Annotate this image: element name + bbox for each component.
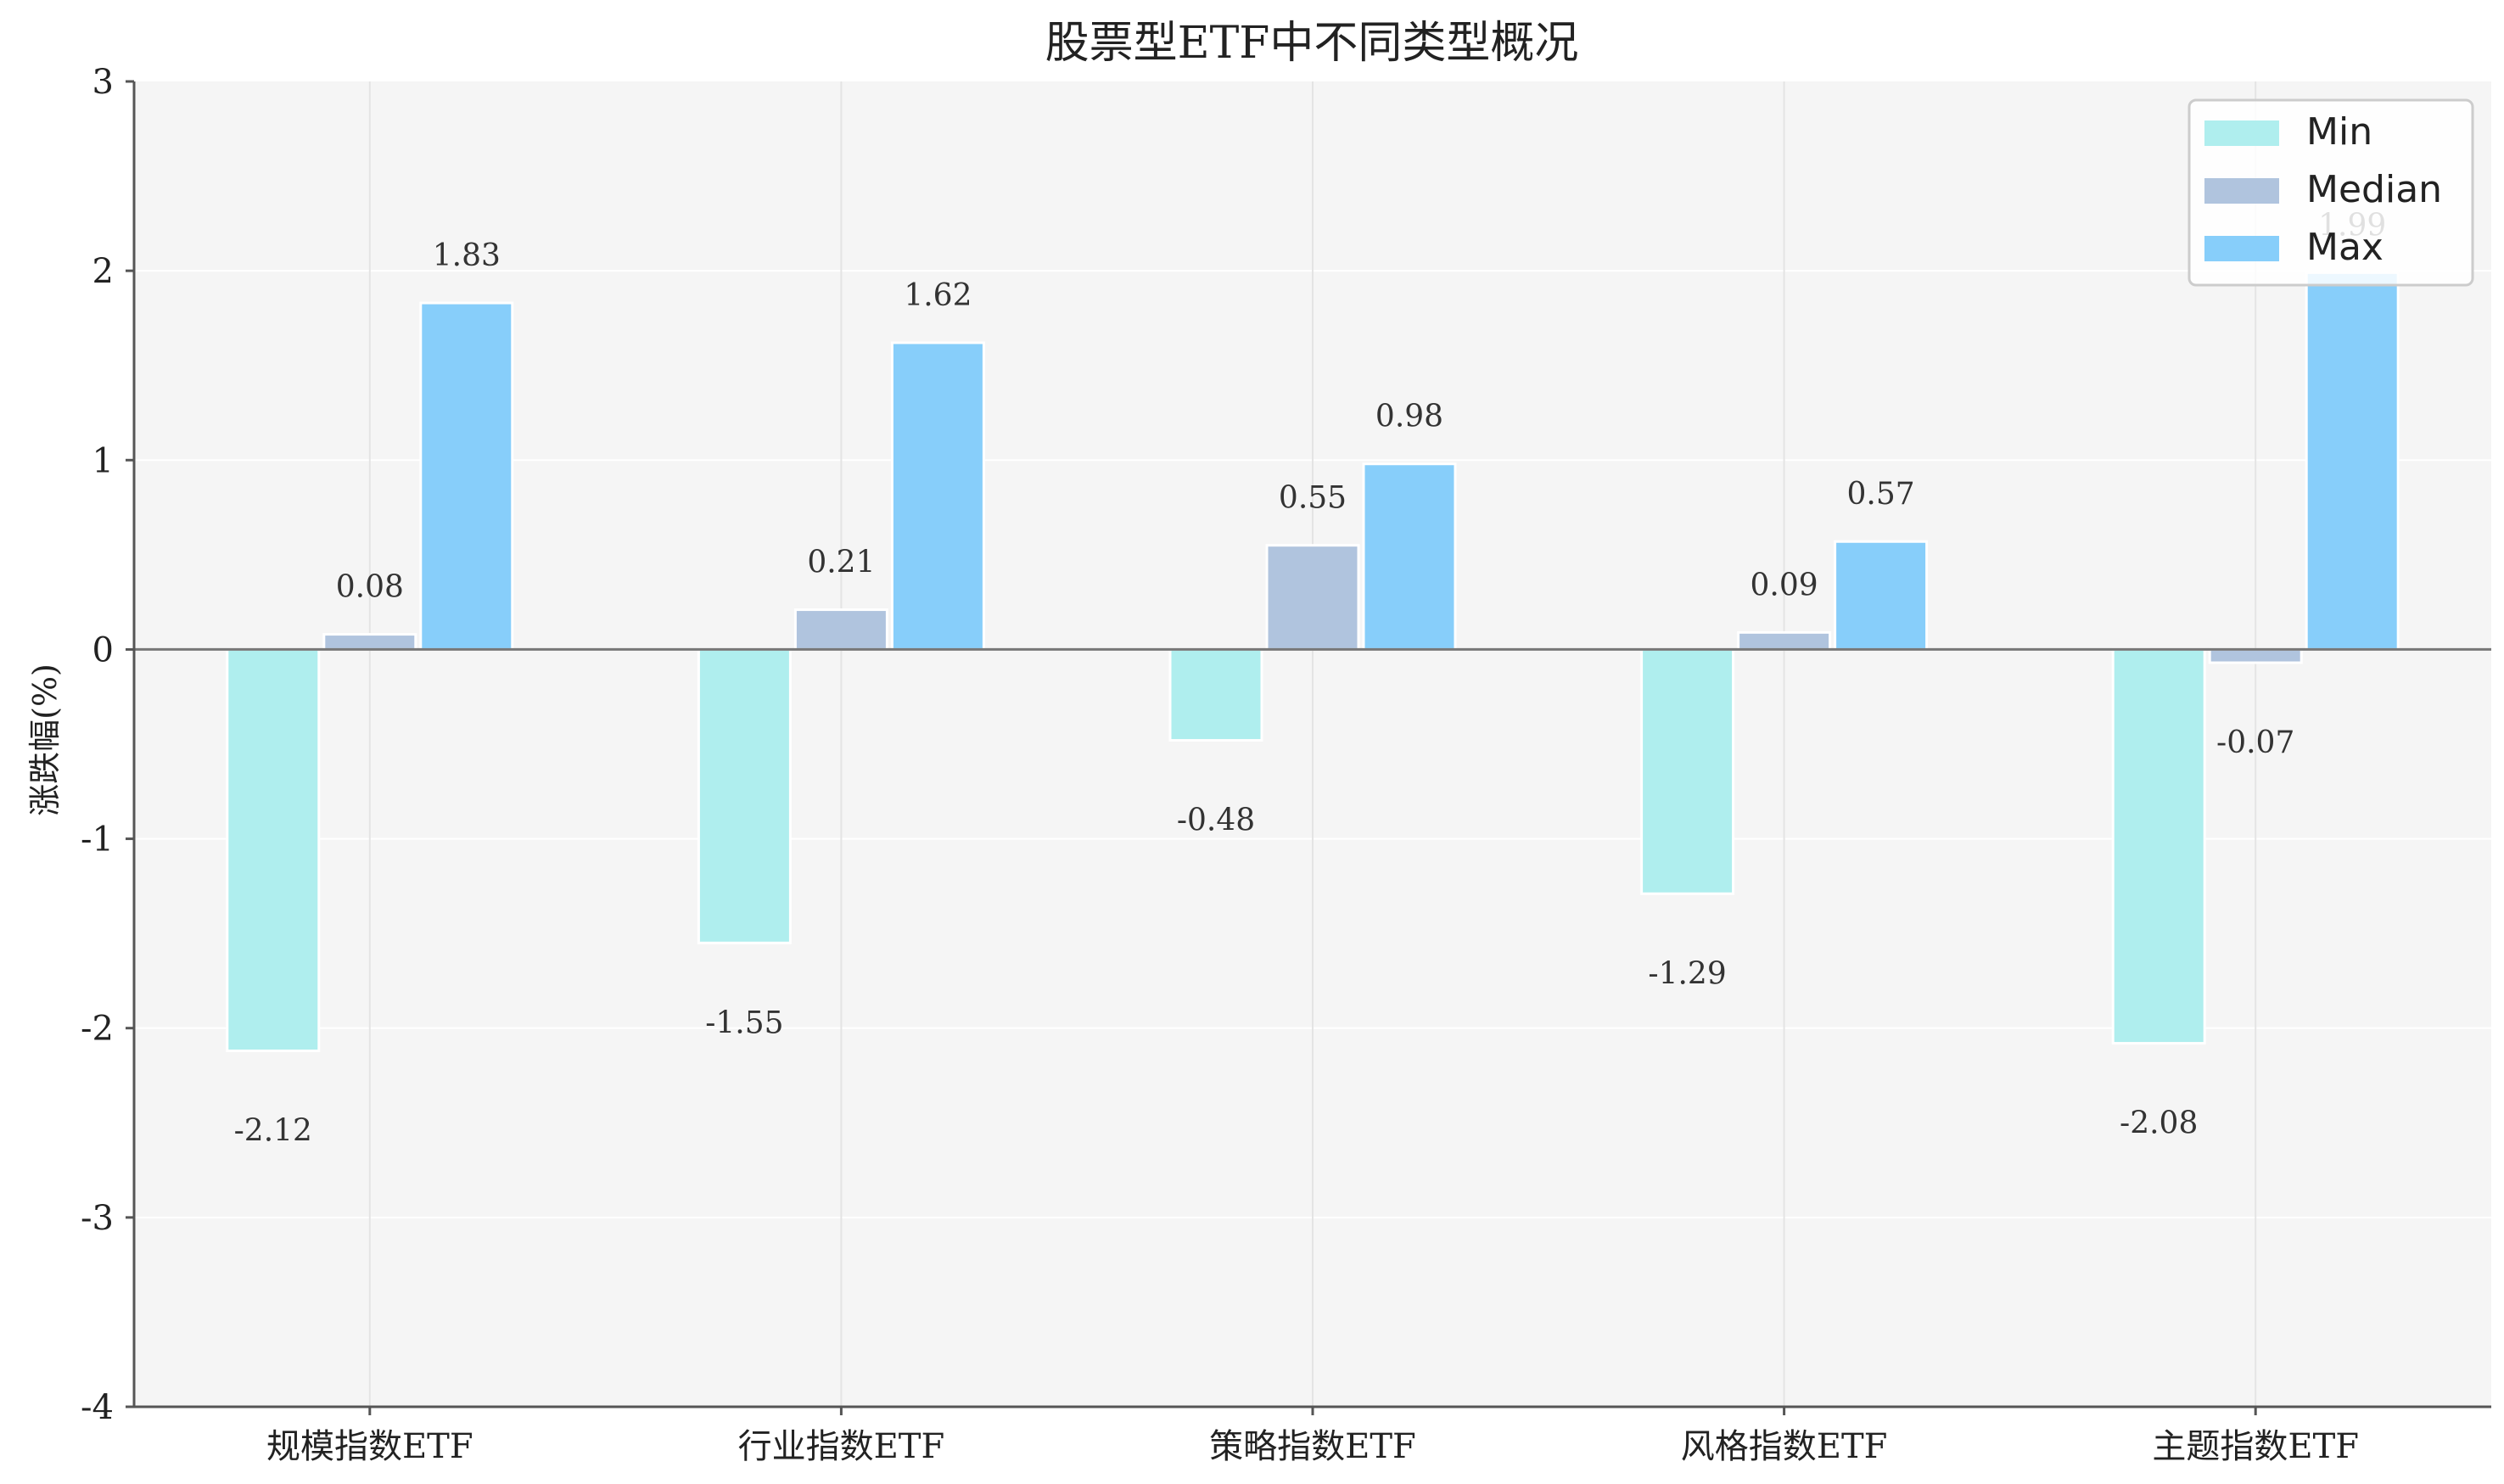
bar-max-3 xyxy=(1834,540,1929,651)
data-label-median-2: 0.55 xyxy=(1279,481,1347,516)
data-label-median-0: 0.08 xyxy=(336,570,404,605)
data-label-median-4: -0.07 xyxy=(2216,725,2294,760)
bar-median-4 xyxy=(2208,647,2303,664)
legend-label-min: Min xyxy=(2306,110,2372,154)
data-label-min-3: -1.29 xyxy=(1648,956,1726,991)
data-label-median-1: 0.21 xyxy=(807,546,875,580)
y-tick-label: -3 xyxy=(81,1199,114,1238)
bar-median-3 xyxy=(1737,630,1832,651)
y-axis-label: 涨跌幅(%) xyxy=(26,664,64,816)
y-tick-label: 0 xyxy=(92,630,114,669)
data-label-min-1: -1.55 xyxy=(705,1005,783,1040)
data-label-max-1: 1.62 xyxy=(904,278,972,313)
y-tick-label: 1 xyxy=(92,441,114,480)
bar-min-3 xyxy=(1640,647,1735,895)
bar-max-0 xyxy=(419,301,514,651)
x-tick-labels: 规模指数ETF 行业指数ETF 策略指数ETF 风格指数ETF 主题指数ETF xyxy=(266,1407,2359,1466)
data-label-min-2: -0.48 xyxy=(1177,804,1255,838)
bar-median-1 xyxy=(793,608,888,651)
bar-max-2 xyxy=(1362,462,1457,651)
x-tick-label: 主题指数ETF xyxy=(2152,1427,2359,1466)
y-tick-labels: -4 -3 -2 -1 0 1 2 3 xyxy=(81,63,134,1427)
x-tick-label: 策略指数ETF xyxy=(1209,1427,1416,1466)
bar-min-4 xyxy=(2111,647,2206,1045)
y-tick-label: -1 xyxy=(81,820,114,860)
data-label-min-4: -2.08 xyxy=(2120,1106,2198,1141)
y-tick-label: -4 xyxy=(81,1388,114,1427)
bar-min-2 xyxy=(1168,647,1263,742)
bar-max-4 xyxy=(2305,271,2400,651)
bar-median-2 xyxy=(1265,544,1360,651)
grid-lines xyxy=(134,81,2491,1407)
bar-min-0 xyxy=(226,647,321,1052)
legend: Min Median Max xyxy=(2187,98,2474,287)
legend-label-median: Median xyxy=(2306,168,2442,211)
y-tick-label: -2 xyxy=(81,1010,114,1049)
chart-title: 股票型ETF中不同类型概况 xyxy=(1045,18,1579,69)
x-tick-label: 行业指数ETF xyxy=(738,1427,945,1466)
data-label-max-0: 1.83 xyxy=(433,238,501,273)
data-label-median-3: 0.09 xyxy=(1751,568,1818,602)
x-tick-label: 风格指数ETF xyxy=(1681,1427,1888,1466)
bar-median-0 xyxy=(322,633,417,651)
legend-swatch-max xyxy=(2204,236,2279,261)
bar-max-1 xyxy=(890,341,985,651)
legend-label-max: Max xyxy=(2306,226,2384,269)
y-tick-label: 2 xyxy=(92,252,114,291)
data-label-max-2: 0.98 xyxy=(1375,400,1443,434)
legend-swatch-median xyxy=(2204,178,2279,204)
data-label-min-0: -2.12 xyxy=(234,1113,312,1148)
legend-swatch-min xyxy=(2204,120,2279,146)
x-tick-label: 规模指数ETF xyxy=(266,1427,473,1466)
bar-min-1 xyxy=(697,647,792,944)
y-tick-label: 3 xyxy=(92,63,114,102)
data-label-max-3: 0.57 xyxy=(1847,477,1915,512)
